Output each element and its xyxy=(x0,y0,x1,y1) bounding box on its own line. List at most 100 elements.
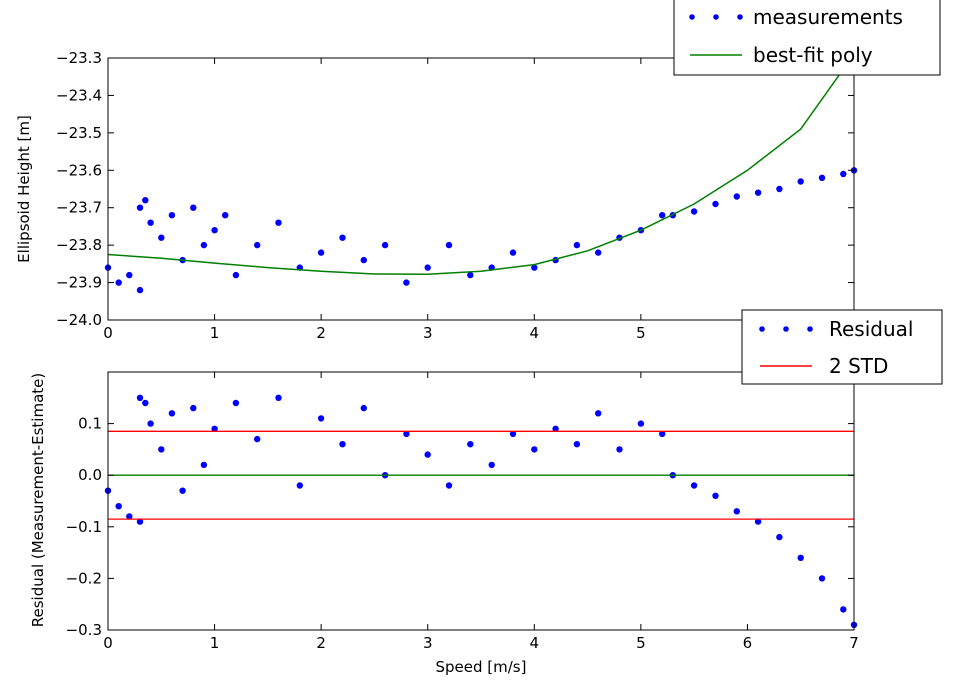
measurement-point xyxy=(190,204,197,211)
residual-point xyxy=(690,482,698,489)
height-legend-box xyxy=(673,0,941,76)
legend-residual-dot xyxy=(807,326,813,332)
residual-point xyxy=(776,533,783,541)
residual-point xyxy=(190,404,197,412)
y-tick-label: −24.0 xyxy=(56,311,102,329)
y-tick-label: 0.1 xyxy=(78,415,102,433)
residual-point xyxy=(818,575,826,582)
residual-point xyxy=(200,461,208,469)
measurement-point xyxy=(776,185,783,193)
y-tick-label: 0.0 xyxy=(78,466,102,484)
measurement-point xyxy=(445,241,453,249)
residual-point xyxy=(147,420,154,427)
residual-point xyxy=(754,518,762,525)
measurement-point xyxy=(818,174,826,181)
y-tick-label: −0.1 xyxy=(66,518,102,536)
measurement-point xyxy=(317,249,325,256)
measurement-point xyxy=(232,271,240,279)
legend-residual-dot xyxy=(783,326,789,332)
measurement-point xyxy=(275,219,282,226)
measurement-point xyxy=(126,271,133,279)
y-tick-label: −23.5 xyxy=(56,124,102,142)
measurement-point xyxy=(840,170,847,178)
residual-point xyxy=(531,446,538,453)
y-tick-label: −0.2 xyxy=(66,569,102,587)
measurement-point xyxy=(754,189,762,196)
height-ticks: 0123456−23.3−23.4−23.5−23.6−23.7−23.8−23… xyxy=(56,49,854,342)
measurement-point xyxy=(254,241,261,249)
height-data-layer xyxy=(104,68,858,294)
measurement-point xyxy=(531,264,538,271)
residual-point xyxy=(467,441,474,448)
legend-measurements-dot xyxy=(737,14,743,20)
residual-y-axis-label: Residual (Measurement-Estimate) xyxy=(29,373,47,627)
residual-point xyxy=(339,441,346,448)
measurement-point xyxy=(467,271,474,279)
measurement-point xyxy=(360,256,367,264)
residual-point xyxy=(797,554,804,561)
height-axes-frame xyxy=(107,57,855,321)
measurement-point xyxy=(403,279,410,286)
measurement-point xyxy=(168,212,176,219)
x-tick-label: 2 xyxy=(316,324,326,342)
residual-point xyxy=(142,399,149,407)
measurement-point xyxy=(200,241,208,249)
residual-point xyxy=(360,404,367,412)
residual-point xyxy=(211,425,218,432)
x-tick-label: 0 xyxy=(103,634,113,652)
residual-point xyxy=(317,415,325,422)
residual-point xyxy=(136,394,144,401)
measurement-point xyxy=(573,241,581,249)
residual-point xyxy=(275,394,282,401)
x-tick-label: 1 xyxy=(210,324,220,342)
legend-2std-label: 2 STD xyxy=(829,354,888,378)
residual-point xyxy=(616,446,623,453)
residual-point xyxy=(573,441,581,448)
x-tick-label: 7 xyxy=(849,634,859,652)
measurement-point xyxy=(211,227,218,234)
residual-point xyxy=(158,446,165,453)
y-tick-label: −23.7 xyxy=(56,199,102,217)
residual-point xyxy=(424,451,431,458)
x-tick-label: 5 xyxy=(636,324,646,342)
residual-point xyxy=(712,492,719,499)
height-panel: 0123456−23.3−23.4−23.5−23.6−23.7−23.8−23… xyxy=(15,0,941,342)
measurement-point xyxy=(339,234,346,241)
residual-point xyxy=(296,482,303,489)
y-tick-label: −23.8 xyxy=(56,236,102,254)
residual-point xyxy=(445,482,453,489)
residual-point xyxy=(637,420,645,427)
measurement-point xyxy=(509,249,517,256)
y-tick-label: −23.3 xyxy=(56,49,102,67)
residual-legend-box xyxy=(741,309,943,385)
x-tick-label: 1 xyxy=(210,634,220,652)
residual-legend: Residual 2 STD xyxy=(741,309,943,385)
y-tick-label: −23.4 xyxy=(56,86,102,104)
x-tick-label: 4 xyxy=(530,634,540,652)
residual-point xyxy=(232,399,240,407)
measurement-point xyxy=(147,219,154,226)
measurement-point xyxy=(381,241,389,249)
residual-point xyxy=(840,606,847,613)
x-tick-label: 2 xyxy=(316,634,326,652)
measurement-point xyxy=(158,234,165,241)
measurement-point xyxy=(797,178,804,185)
residual-point xyxy=(488,461,495,469)
residual-axes-frame xyxy=(107,371,855,631)
y-tick-label: −0.3 xyxy=(66,621,102,639)
residual-x-axis-label: Speed [m/s] xyxy=(436,658,527,676)
measurement-point xyxy=(690,208,698,215)
x-tick-label: 6 xyxy=(743,634,753,652)
height-y-axis-label: Ellipsoid Height [m] xyxy=(15,115,33,263)
x-tick-label: 0 xyxy=(103,324,113,342)
residual-point xyxy=(552,425,559,432)
measurement-point xyxy=(712,200,719,208)
legend-measurements-label: measurements xyxy=(753,5,903,29)
residual-data-layer xyxy=(104,394,858,628)
residual-point xyxy=(733,508,740,515)
residual-point xyxy=(179,487,186,494)
residual-point xyxy=(403,430,410,438)
measurement-point xyxy=(222,212,229,219)
legend-residual-label: Residual xyxy=(829,317,913,341)
measurement-point xyxy=(115,279,122,286)
